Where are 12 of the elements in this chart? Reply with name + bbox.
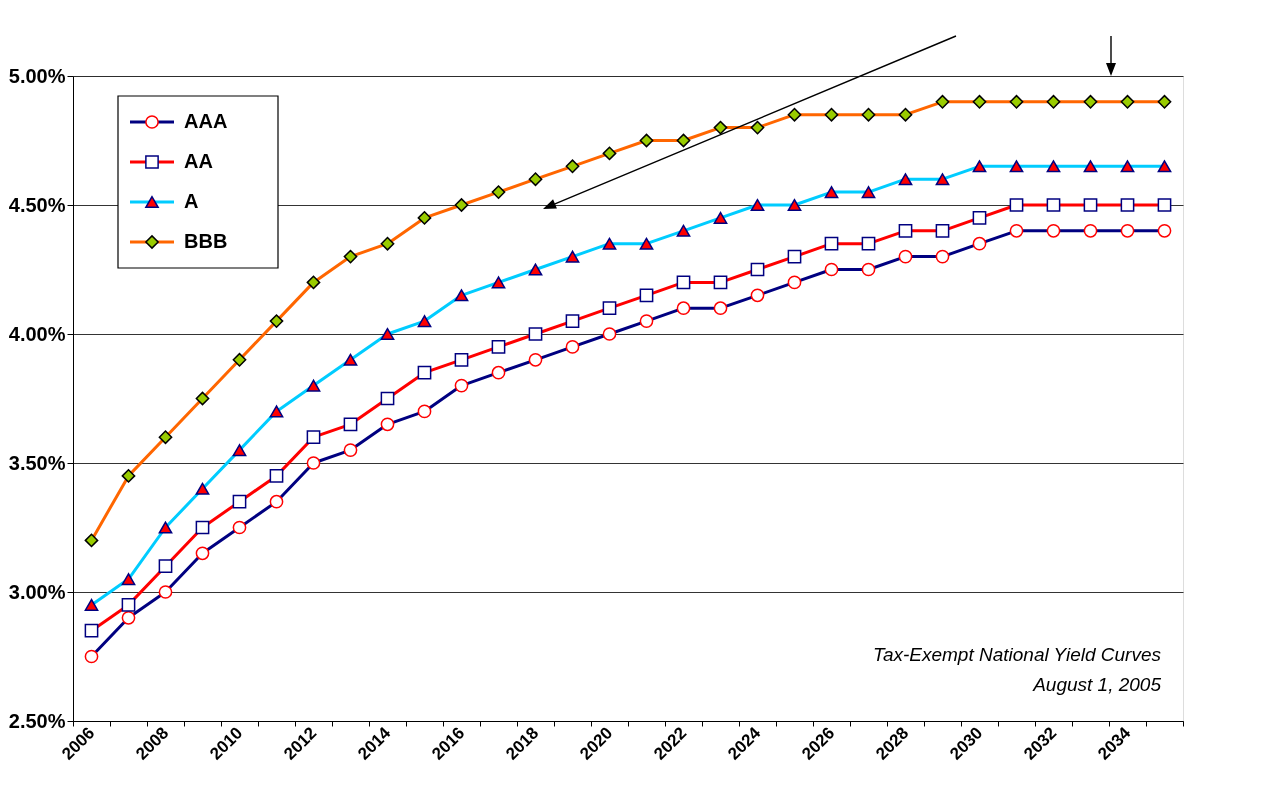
y-tick-label: 3.50% xyxy=(8,451,66,474)
annotation: Tax-Exempt National Yield Curves xyxy=(873,644,1162,665)
y-tick-label: 3.00% xyxy=(8,580,66,603)
legend-label: AAA xyxy=(184,110,228,132)
y-tick-label: 5.00% xyxy=(8,64,66,87)
y-tick-label: 4.50% xyxy=(8,193,66,216)
legend-label: AA xyxy=(184,150,213,172)
legend-label: BBB xyxy=(184,230,228,252)
legend-label: A xyxy=(184,190,199,212)
y-tick-label: 4.00% xyxy=(8,322,66,345)
annotation: August 1, 2005 xyxy=(1032,674,1162,695)
y-tick-label: 2.50% xyxy=(8,709,66,732)
